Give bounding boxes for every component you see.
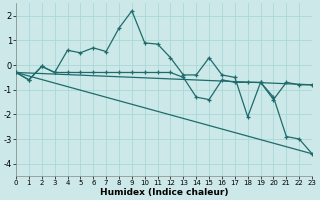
X-axis label: Humidex (Indice chaleur): Humidex (Indice chaleur) <box>100 188 228 197</box>
